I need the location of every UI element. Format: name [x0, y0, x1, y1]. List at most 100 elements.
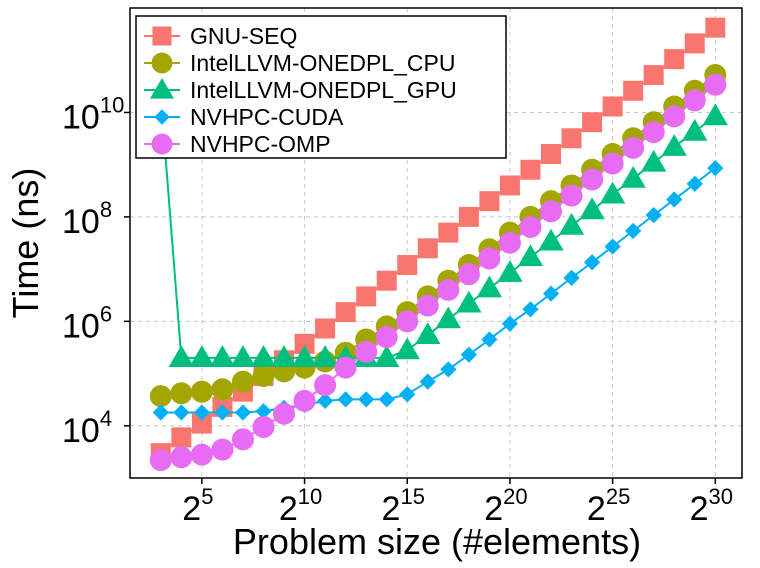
x-tick-label: 230: [690, 484, 733, 528]
data-point: [620, 165, 646, 188]
data-point: [173, 404, 190, 421]
data-point: [252, 364, 275, 387]
data-point: [479, 191, 500, 212]
data-point: [520, 159, 541, 180]
data-point: [707, 159, 724, 177]
data-point: [601, 152, 624, 175]
x-tick-label: 220: [484, 484, 527, 528]
legend-box: [135, 15, 507, 159]
series-line: [160, 167, 716, 414]
data-point: [170, 382, 193, 405]
data-point: [230, 345, 256, 367]
data-point: [642, 121, 665, 144]
legend-label: NVHPC-OMP: [190, 131, 331, 157]
data-point: [440, 361, 457, 378]
legend-marker: [149, 77, 175, 99]
data-point: [481, 331, 498, 348]
x-tick-label: 225: [587, 484, 630, 528]
data-point: [501, 315, 519, 332]
data-point: [335, 302, 356, 323]
data-point: [415, 322, 441, 345]
data-point: [291, 345, 318, 367]
series-layer: [148, 17, 728, 472]
y-tick-label: 1010: [62, 92, 124, 136]
data-point: [355, 340, 378, 363]
data-point: [337, 391, 354, 408]
data-point: [255, 403, 272, 420]
data-point: [522, 301, 539, 318]
data-point: [581, 168, 604, 191]
data-point: [358, 391, 375, 408]
legend-marker: [154, 109, 170, 125]
y-tick-label: 108: [62, 197, 112, 241]
legend-item: IntelLLVM-ONEDPL_GPU: [144, 77, 457, 103]
data-point: [250, 345, 277, 367]
data-point: [643, 65, 664, 86]
data-point: [540, 200, 563, 223]
data-point: [170, 446, 193, 469]
plot-frame: [129, 7, 743, 479]
data-point: [458, 206, 479, 227]
data-point: [663, 105, 686, 128]
data-point: [604, 238, 621, 255]
legend-marker: [151, 133, 173, 155]
legend-item: GNU-SEQ: [144, 23, 297, 49]
data-point: [517, 244, 544, 267]
legend-marker: [151, 52, 173, 74]
x-tick-label: 210: [279, 484, 322, 528]
data-point: [498, 231, 521, 254]
data-point: [211, 378, 234, 401]
data-point: [209, 345, 236, 367]
data-point: [394, 337, 420, 360]
data-point: [579, 197, 605, 220]
data-point: [149, 385, 172, 408]
data-point: [375, 326, 398, 349]
data-point: [314, 374, 337, 397]
data-point: [399, 386, 416, 403]
data-point: [334, 356, 357, 379]
data-point: [273, 402, 296, 425]
data-point: [435, 306, 461, 329]
legend-item: NVHPC-OMP: [144, 131, 331, 157]
data-point: [683, 89, 706, 112]
data-point: [456, 290, 482, 313]
data-point: [294, 333, 315, 354]
legend-label: IntelLLVM-ONEDPL_CPU: [190, 50, 455, 76]
data-point: [538, 228, 564, 251]
data-point: [682, 118, 708, 141]
data-point: [599, 181, 626, 204]
data-point: [664, 49, 685, 70]
data-point: [149, 449, 172, 472]
data-point: [602, 96, 623, 117]
legend-label: GNU-SEQ: [190, 23, 297, 49]
data-point: [315, 318, 336, 339]
legend-marker: [152, 26, 172, 46]
series-nvhpc-cuda: [152, 159, 724, 421]
series-line: [160, 83, 716, 462]
data-point: [438, 222, 459, 243]
y-tick-label: 104: [62, 406, 112, 450]
data-point: [560, 184, 583, 207]
data-point: [582, 112, 603, 133]
data-point: [541, 144, 562, 165]
data-point: [271, 345, 297, 367]
data-point: [168, 345, 194, 367]
data-point: [561, 128, 582, 149]
data-point: [356, 286, 377, 307]
data-point: [704, 73, 727, 96]
data-point: [152, 404, 169, 421]
data-point: [686, 175, 703, 192]
data-point: [312, 345, 338, 367]
legend-label: IntelLLVM-ONEDPL_GPU: [190, 77, 457, 103]
data-point: [661, 134, 687, 156]
data-point: [460, 346, 477, 363]
data-point: [666, 191, 683, 208]
data-point: [193, 404, 210, 421]
data-point: [622, 136, 645, 159]
data-point: [191, 413, 212, 434]
legend-item: NVHPC-CUDA: [144, 104, 344, 130]
data-point: [519, 216, 542, 239]
data-point: [542, 285, 560, 302]
data-point: [419, 373, 436, 390]
